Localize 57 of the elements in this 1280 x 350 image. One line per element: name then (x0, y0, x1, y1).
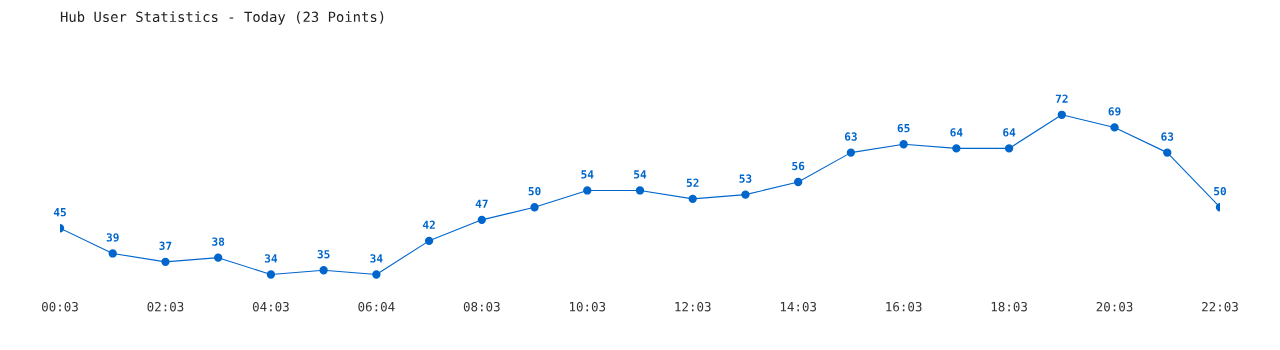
data-label: 65 (897, 123, 910, 133)
x-tick-label: 00:03 (42, 301, 78, 312)
point (741, 190, 750, 199)
data-label: 39 (106, 233, 119, 242)
point (1163, 148, 1172, 157)
data-label: 50 (528, 186, 541, 196)
point (424, 236, 434, 246)
data-label: 53 (739, 174, 752, 183)
point (583, 186, 592, 195)
data-label: 56 (792, 161, 805, 171)
point (846, 148, 856, 157)
x-tick-label: 10:03 (569, 301, 606, 312)
data-label: 63 (844, 132, 857, 141)
data-label: 69 (1108, 107, 1121, 116)
x-tick-label: 04:03 (252, 301, 289, 312)
x-tick-label: 08:03 (463, 301, 500, 312)
x-tick-label: 20:03 (1096, 301, 1133, 312)
point (214, 253, 223, 262)
x-tick-label: 18:03 (991, 301, 1027, 312)
point (477, 215, 486, 225)
data-label: 47 (475, 199, 488, 208)
data-label: 64 (1003, 128, 1016, 137)
data-label: 72 (1055, 94, 1068, 103)
point (1110, 123, 1119, 132)
x-tick-label: 02:03 (147, 301, 184, 312)
x-tick-label: 22:03 (1202, 301, 1238, 312)
point (266, 270, 276, 279)
data-label: 50 (1214, 186, 1227, 196)
data-label: 54 (581, 170, 594, 179)
point (372, 270, 381, 279)
data-label: 64 (950, 128, 963, 137)
point (952, 144, 961, 153)
data-label: 45 (53, 208, 66, 217)
x-tick-label: 16:03 (886, 301, 922, 312)
point (794, 177, 803, 187)
data-label: 54 (634, 170, 647, 179)
data-label: 37 (159, 241, 172, 250)
point (319, 266, 328, 275)
point (161, 257, 170, 267)
data-label: 63 (1161, 132, 1174, 141)
point (688, 194, 697, 204)
data-label: 52 (686, 178, 699, 187)
data-label: 34 (264, 254, 278, 263)
x-tick-label: 12:03 (675, 301, 711, 312)
data-label: 34 (370, 254, 383, 263)
point (635, 186, 645, 195)
point (108, 249, 117, 258)
point (1004, 144, 1014, 153)
data-label: 38 (212, 237, 225, 246)
chart-title: Hub User Statistics - Today (23 Points) (60, 11, 384, 25)
x-tick-label: 14:03 (780, 301, 817, 312)
data-label: 35 (317, 249, 330, 259)
data-label: 42 (422, 220, 435, 229)
point (899, 140, 908, 149)
point (1057, 110, 1066, 119)
x-tick-label: 06:04 (358, 301, 395, 312)
point (530, 203, 539, 212)
